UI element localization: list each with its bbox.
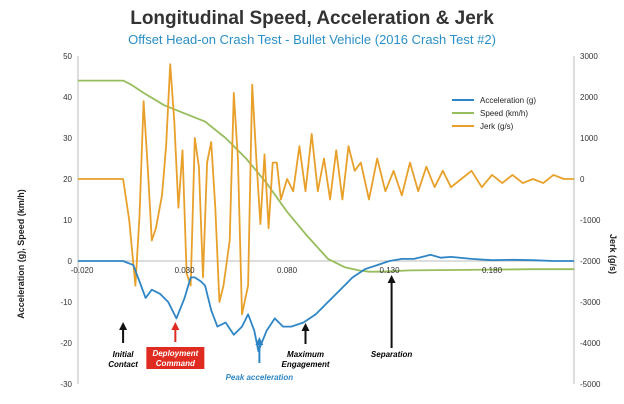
y-left-tick-label: 40 xyxy=(63,93,72,102)
y-right-tick-label: -1000 xyxy=(580,216,601,225)
annotation-label: Engagement xyxy=(281,360,329,369)
legend: Acceleration (g) Speed (km/h) Jerk (g/s) xyxy=(452,96,536,131)
annotation-arrowhead xyxy=(301,323,310,331)
chart-subtitle: Offset Head-on Crash Test - Bullet Vehic… xyxy=(128,32,496,47)
y-left-tick-label: -20 xyxy=(60,339,72,348)
y-left-tick-label: -10 xyxy=(60,298,72,307)
x-tick-label: -0.020 xyxy=(71,266,94,275)
series-line-speed xyxy=(78,79,574,273)
plot-frame xyxy=(77,56,575,384)
annotation-label: Separation xyxy=(371,350,412,359)
y-left-tick-label: -30 xyxy=(60,380,72,389)
y-left-tick-label: 20 xyxy=(63,175,72,184)
y-axis-left-label: Acceleration (g), Speed (km/h) xyxy=(16,189,26,319)
legend-label: Jerk (g/s) xyxy=(480,122,514,131)
x-tick-label: 0.180 xyxy=(482,266,503,275)
y-right-tick-label: 3000 xyxy=(580,52,598,61)
y-right-tick-label: -4000 xyxy=(580,339,601,348)
y-axis-right-label: Jerk (g/s) xyxy=(608,234,618,274)
annotation-label: Peak acceleration xyxy=(226,373,294,382)
y-left-tick-label: 30 xyxy=(63,134,72,143)
annotation-arrowhead xyxy=(387,275,396,283)
annotation-arrowhead xyxy=(119,322,128,330)
y-left-tick-label: 0 xyxy=(68,257,73,266)
annotation-label: Maximum xyxy=(287,350,324,359)
annotation-arrowhead xyxy=(171,322,180,330)
legend-label: Acceleration (g) xyxy=(480,96,536,105)
series-line-jerk xyxy=(78,63,574,316)
x-tick-label: 0.080 xyxy=(277,266,298,275)
annotation-label: Initial xyxy=(113,350,135,359)
y-left-tick-label: 50 xyxy=(63,52,72,61)
y-right-tick-label: -5000 xyxy=(580,380,601,389)
tick-labels: 50 40 30 20 10 0 -10 -20 -30 3000 2000 1000 0 -1000 -2… xyxy=(60,52,601,389)
y-right-tick-label: -2000 xyxy=(580,257,601,266)
annotation-arrowhead xyxy=(255,337,264,345)
x-tick-label: 0.130 xyxy=(380,266,401,275)
series-layer xyxy=(78,63,574,353)
series-line-acceleration xyxy=(78,253,574,353)
y-left-tick-label: 10 xyxy=(63,216,72,225)
chart-title: Longitudinal Speed, Acceleration & Jerk xyxy=(130,8,494,29)
annotation-label: Contact xyxy=(108,360,138,369)
legend-label: Speed (km/h) xyxy=(480,109,528,118)
annotation-box xyxy=(146,347,205,369)
y-right-tick-label: -3000 xyxy=(580,298,601,307)
y-right-tick-label: 0 xyxy=(580,175,585,184)
y-right-tick-label: 1000 xyxy=(580,134,598,143)
x-tick-label: 0.030 xyxy=(175,266,196,275)
annotation-label: Deployment xyxy=(152,349,198,358)
y-right-tick-label: 2000 xyxy=(580,93,598,102)
annotation-label: Command xyxy=(156,359,196,368)
